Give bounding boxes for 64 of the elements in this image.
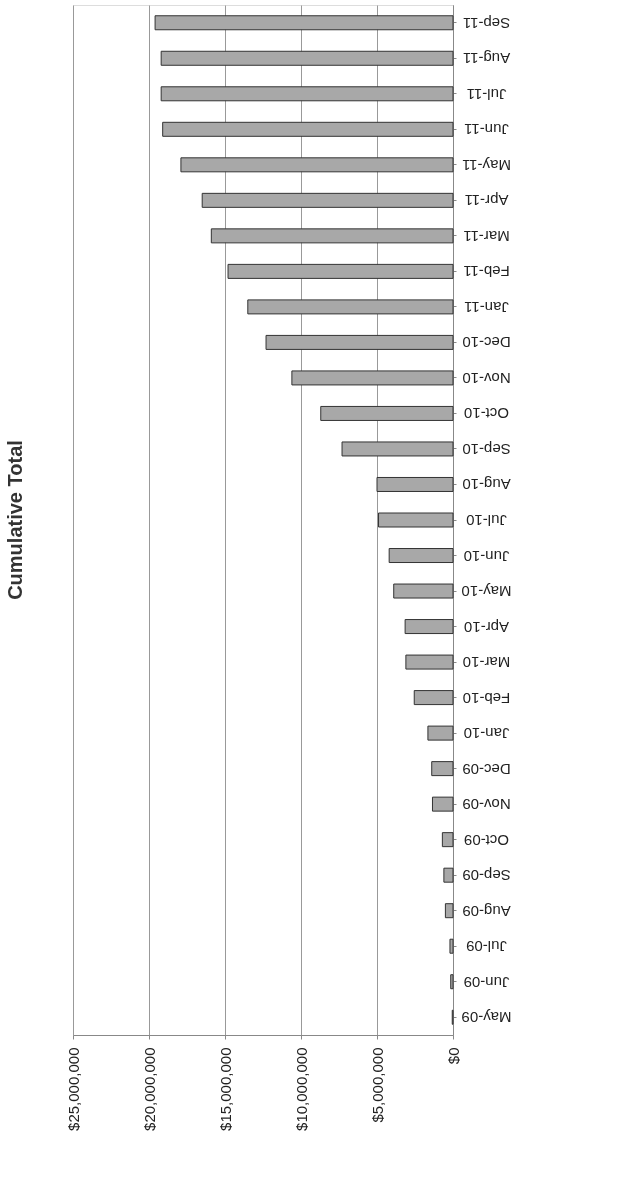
bar bbox=[443, 867, 454, 883]
y-tick-label: Jul-10 bbox=[466, 512, 507, 529]
x-tick-label: $15,000,000 bbox=[216, 1047, 234, 1131]
y-tick-label: Nov-10 bbox=[462, 369, 511, 387]
y-tick-label: Mar-10 bbox=[462, 654, 511, 672]
y-tick-label: Jun-11 bbox=[464, 121, 509, 139]
bar bbox=[431, 796, 454, 812]
y-tick-label: Sep-10 bbox=[462, 440, 511, 458]
y-tick-label: Feb-11 bbox=[463, 263, 510, 281]
bar bbox=[376, 476, 454, 492]
y-tick-label: Oct-09 bbox=[463, 831, 510, 849]
y-tick-label: May-11 bbox=[462, 156, 511, 174]
x-tick-label: $20,000,000 bbox=[140, 1047, 158, 1131]
x-tick-label: $5,000,000 bbox=[368, 1047, 386, 1123]
y-tick-label: Jan-10 bbox=[463, 725, 510, 743]
bar bbox=[154, 15, 454, 31]
bar bbox=[162, 121, 454, 137]
y-tick-label: Mar-11 bbox=[463, 227, 510, 245]
bar bbox=[227, 263, 454, 279]
y-tick-label: Sep-09 bbox=[462, 867, 511, 885]
bar bbox=[265, 334, 454, 350]
y-tick-label: Sep-11 bbox=[462, 14, 511, 32]
bar bbox=[441, 832, 454, 848]
y-tick-label: Jul-11 bbox=[466, 85, 507, 103]
bar bbox=[320, 405, 454, 421]
bar bbox=[404, 619, 454, 635]
y-tick-label: Aug-10 bbox=[462, 476, 511, 494]
y-tick-label: Apr-10 bbox=[463, 618, 510, 636]
bar bbox=[247, 299, 454, 315]
y-tick-label: Aug-11 bbox=[462, 50, 511, 68]
y-tick-label: Oct-10 bbox=[463, 405, 510, 423]
bar bbox=[405, 654, 454, 670]
y-tick-label: Feb-10 bbox=[462, 689, 511, 707]
bar bbox=[449, 938, 454, 954]
bar bbox=[160, 50, 454, 66]
bar bbox=[393, 583, 454, 599]
bar bbox=[201, 192, 454, 208]
bar bbox=[291, 370, 454, 386]
bar bbox=[413, 690, 454, 706]
y-tick-label: Aug-09 bbox=[462, 902, 511, 920]
y-tick-label: Jan-11 bbox=[464, 298, 509, 316]
y-tick-label: Jul-09 bbox=[466, 938, 507, 956]
bar bbox=[378, 512, 454, 528]
bar bbox=[160, 86, 454, 102]
bar bbox=[427, 725, 454, 741]
x-tick-label: $25,000,000 bbox=[64, 1047, 82, 1131]
x-tick-label: $0 bbox=[444, 1047, 462, 1065]
y-tick-label: May-10 bbox=[461, 583, 512, 601]
bar bbox=[341, 441, 454, 457]
y-tick-label: Jun-10 bbox=[463, 547, 510, 565]
text: Cumulative Total bbox=[4, 440, 26, 600]
x-tick-label: $10,000,000 bbox=[292, 1047, 310, 1131]
y-tick-label: Jun-09 bbox=[463, 973, 510, 991]
bar bbox=[431, 761, 454, 777]
bar bbox=[210, 228, 454, 244]
y-tick-label: Dec-10 bbox=[462, 334, 511, 352]
y-tick-label: Nov-09 bbox=[462, 796, 511, 814]
y-tick-label: May-09 bbox=[461, 1009, 512, 1027]
bar bbox=[388, 548, 454, 564]
y-tick-label: Dec-09 bbox=[462, 760, 511, 778]
bar bbox=[444, 903, 454, 919]
bar bbox=[450, 974, 454, 990]
y-tick-label: Apr-11 bbox=[464, 192, 509, 210]
bar bbox=[180, 157, 454, 173]
